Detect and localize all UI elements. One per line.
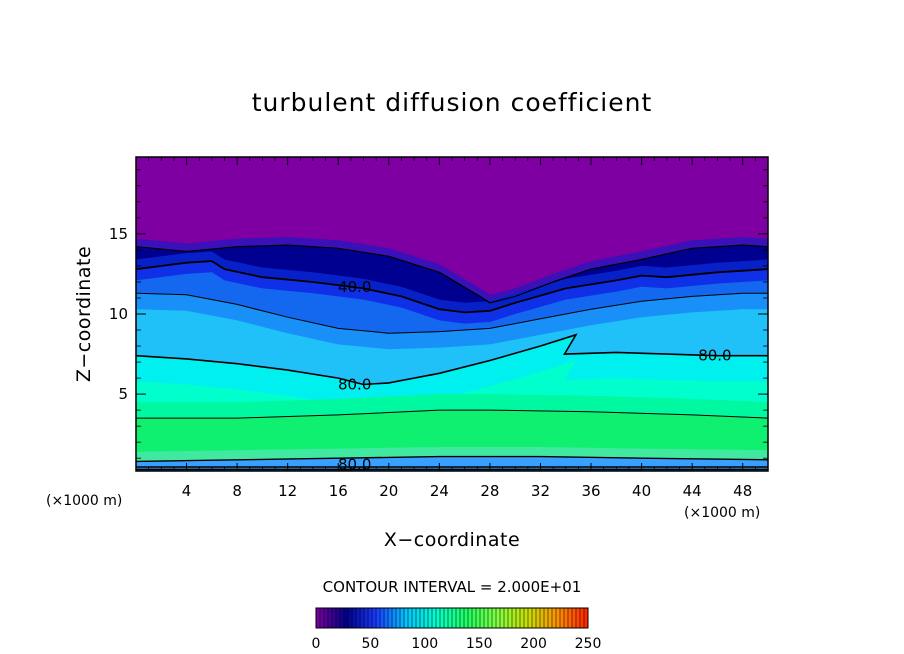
colorbar-tick-label-2: 100 (411, 636, 438, 652)
contour-line-0 (136, 244, 768, 304)
x-unit-left: (×1000 m) (46, 493, 122, 509)
x-tick-label-1: 8 (232, 482, 242, 500)
contour-line-2 (136, 292, 768, 334)
x-unit-right: (×1000 m) (684, 505, 760, 521)
y-axis-label: Z−coordinate (73, 246, 95, 382)
colorbar-tick-label-4: 200 (520, 636, 547, 652)
x-tick-label-2: 12 (278, 482, 297, 500)
contour-label-1: 80.0 (698, 347, 731, 365)
y-axis-ticks: 5 10 15 (109, 169, 768, 459)
chart-title: turbulent diffusion coefficient (252, 88, 653, 117)
y-tick-label-1: 10 (109, 305, 128, 323)
colorbar-tick-label-5: 250 (575, 636, 602, 652)
contour-interval-note: CONTOUR INTERVAL = 2.000E+01 (323, 578, 582, 596)
contour-lines (136, 244, 768, 471)
x-tick-label-8: 36 (581, 482, 600, 500)
y-tick-label-2: 15 (109, 225, 128, 243)
contour-label-0: 40.0 (338, 278, 371, 296)
contour-labels: 40.0 80.0 80.0 80.0 (338, 278, 732, 474)
contour-line-1 (136, 260, 768, 314)
x-tick-label-7: 32 (531, 482, 550, 500)
x-tick-label-0: 4 (182, 482, 192, 500)
x-tick-label-10: 44 (683, 482, 702, 500)
colorbar-ticks: 0 50 100 150 200 250 (312, 636, 602, 652)
colorbar (315, 607, 589, 629)
x-axis-label: X−coordinate (384, 529, 520, 551)
x-tick-label-6: 28 (480, 482, 499, 500)
x-tick-label-11: 48 (733, 482, 752, 500)
y-tick-label-0: 5 (118, 385, 128, 403)
x-tick-label-9: 40 (632, 482, 651, 500)
x-axis-ticks: 4 8 12 16 20 24 28 32 36 40 44 48 (148, 157, 756, 500)
plot-area (136, 157, 768, 471)
contour-line-5 (136, 455, 768, 463)
contour-label-2: 80.0 (338, 375, 371, 393)
colorbar-tick-label-1: 50 (361, 636, 379, 652)
contour-line-4 (136, 409, 768, 419)
colorbar-tick-label-0: 0 (312, 636, 321, 652)
colorbar-tick-label-3: 150 (466, 636, 493, 652)
x-tick-label-4: 20 (379, 482, 398, 500)
x-tick-label-3: 16 (329, 482, 348, 500)
contour-line-3 (136, 333, 768, 386)
contour-label-3: 80.0 (338, 456, 371, 474)
x-tick-label-5: 24 (430, 482, 449, 500)
